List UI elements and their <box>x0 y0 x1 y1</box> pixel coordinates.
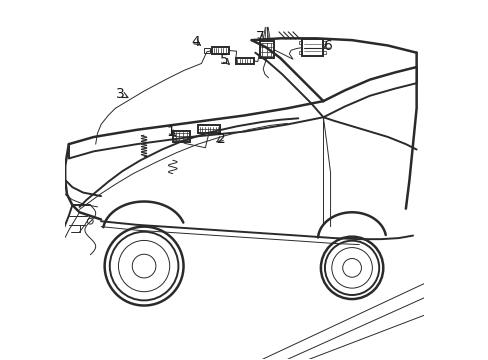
Bar <box>322 41 325 44</box>
Bar <box>298 41 301 44</box>
Text: 2: 2 <box>216 132 225 146</box>
Bar <box>322 51 325 54</box>
Text: 5: 5 <box>220 53 229 67</box>
Bar <box>260 41 273 58</box>
Text: 3: 3 <box>116 87 125 101</box>
Text: 7: 7 <box>256 30 264 44</box>
Bar <box>172 131 190 141</box>
Bar <box>298 51 301 54</box>
Bar <box>204 48 210 53</box>
Text: 4: 4 <box>191 35 200 49</box>
Text: 6: 6 <box>324 39 332 53</box>
Bar <box>198 126 220 134</box>
Bar <box>212 47 229 54</box>
Bar <box>301 39 322 56</box>
Text: 1: 1 <box>166 125 175 139</box>
Bar <box>235 58 254 64</box>
